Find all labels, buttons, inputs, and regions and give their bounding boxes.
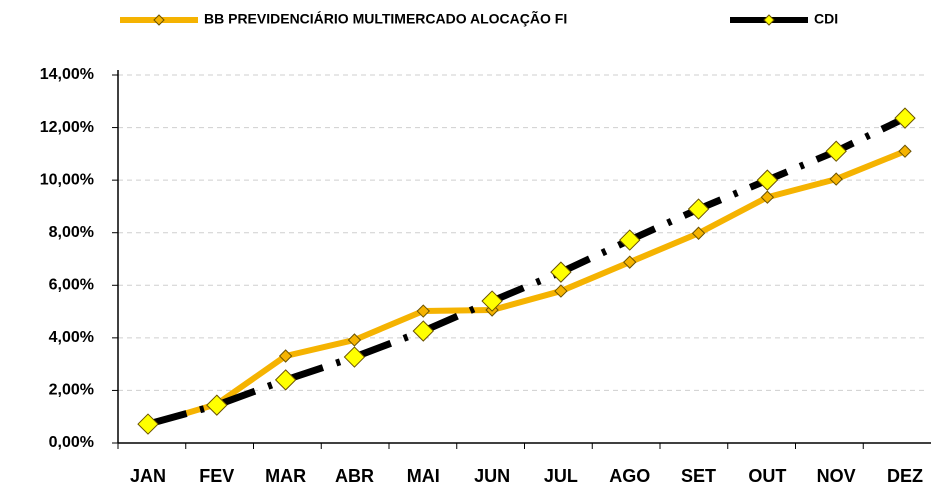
marker — [756, 169, 779, 191]
marker — [619, 229, 641, 251]
marker — [343, 346, 366, 368]
marker — [274, 369, 297, 391]
marker — [623, 255, 637, 269]
marker — [550, 261, 572, 283]
marker — [554, 284, 568, 298]
series-line — [147, 114, 907, 428]
marker — [898, 144, 912, 158]
x-tick-label: JAN — [130, 466, 166, 486]
x-tick-label: JUN — [474, 466, 510, 486]
marker — [206, 394, 228, 416]
marker — [691, 226, 706, 240]
y-tick-label: 6,00% — [49, 277, 94, 294]
y-tick-label: 2,00% — [49, 382, 94, 399]
marker — [412, 320, 434, 342]
marker — [481, 290, 503, 312]
y-tick-label: 4,00% — [49, 329, 94, 346]
marker — [278, 349, 293, 363]
x-tick-label: MAR — [265, 466, 306, 486]
x-tick-label: AGO — [609, 466, 650, 486]
x-tick-label: SET — [681, 466, 716, 486]
legend-label: BB PREVIDENCIÁRIO MULTIMERCADO ALOCAÇÃO … — [204, 10, 567, 27]
x-tick-label: MAI — [407, 466, 440, 486]
marker — [894, 107, 916, 129]
legend-label: CDI — [814, 11, 838, 27]
y-tick-label: 8,00% — [49, 224, 94, 241]
legend-marker — [153, 14, 165, 26]
y-tick-label: 12,00% — [40, 119, 94, 136]
marker — [829, 172, 843, 186]
marker — [137, 413, 159, 435]
x-tick-label: OUT — [748, 466, 786, 486]
x-tick-label: JUL — [544, 466, 578, 486]
legend-marker — [763, 14, 775, 26]
x-tick-label: FEV — [199, 466, 234, 486]
x-tick-label: ABR — [335, 466, 374, 486]
marker — [416, 304, 430, 318]
x-tick-label: DEZ — [887, 466, 923, 486]
marker — [687, 198, 710, 220]
marker — [347, 333, 362, 347]
marker — [825, 140, 847, 162]
y-tick-label: 14,00% — [40, 66, 94, 83]
x-tick-label: NOV — [817, 466, 856, 486]
marker — [760, 190, 775, 204]
series-line — [147, 148, 907, 428]
y-tick-label: 10,00% — [40, 171, 94, 188]
y-tick-label: 0,00% — [49, 434, 94, 451]
